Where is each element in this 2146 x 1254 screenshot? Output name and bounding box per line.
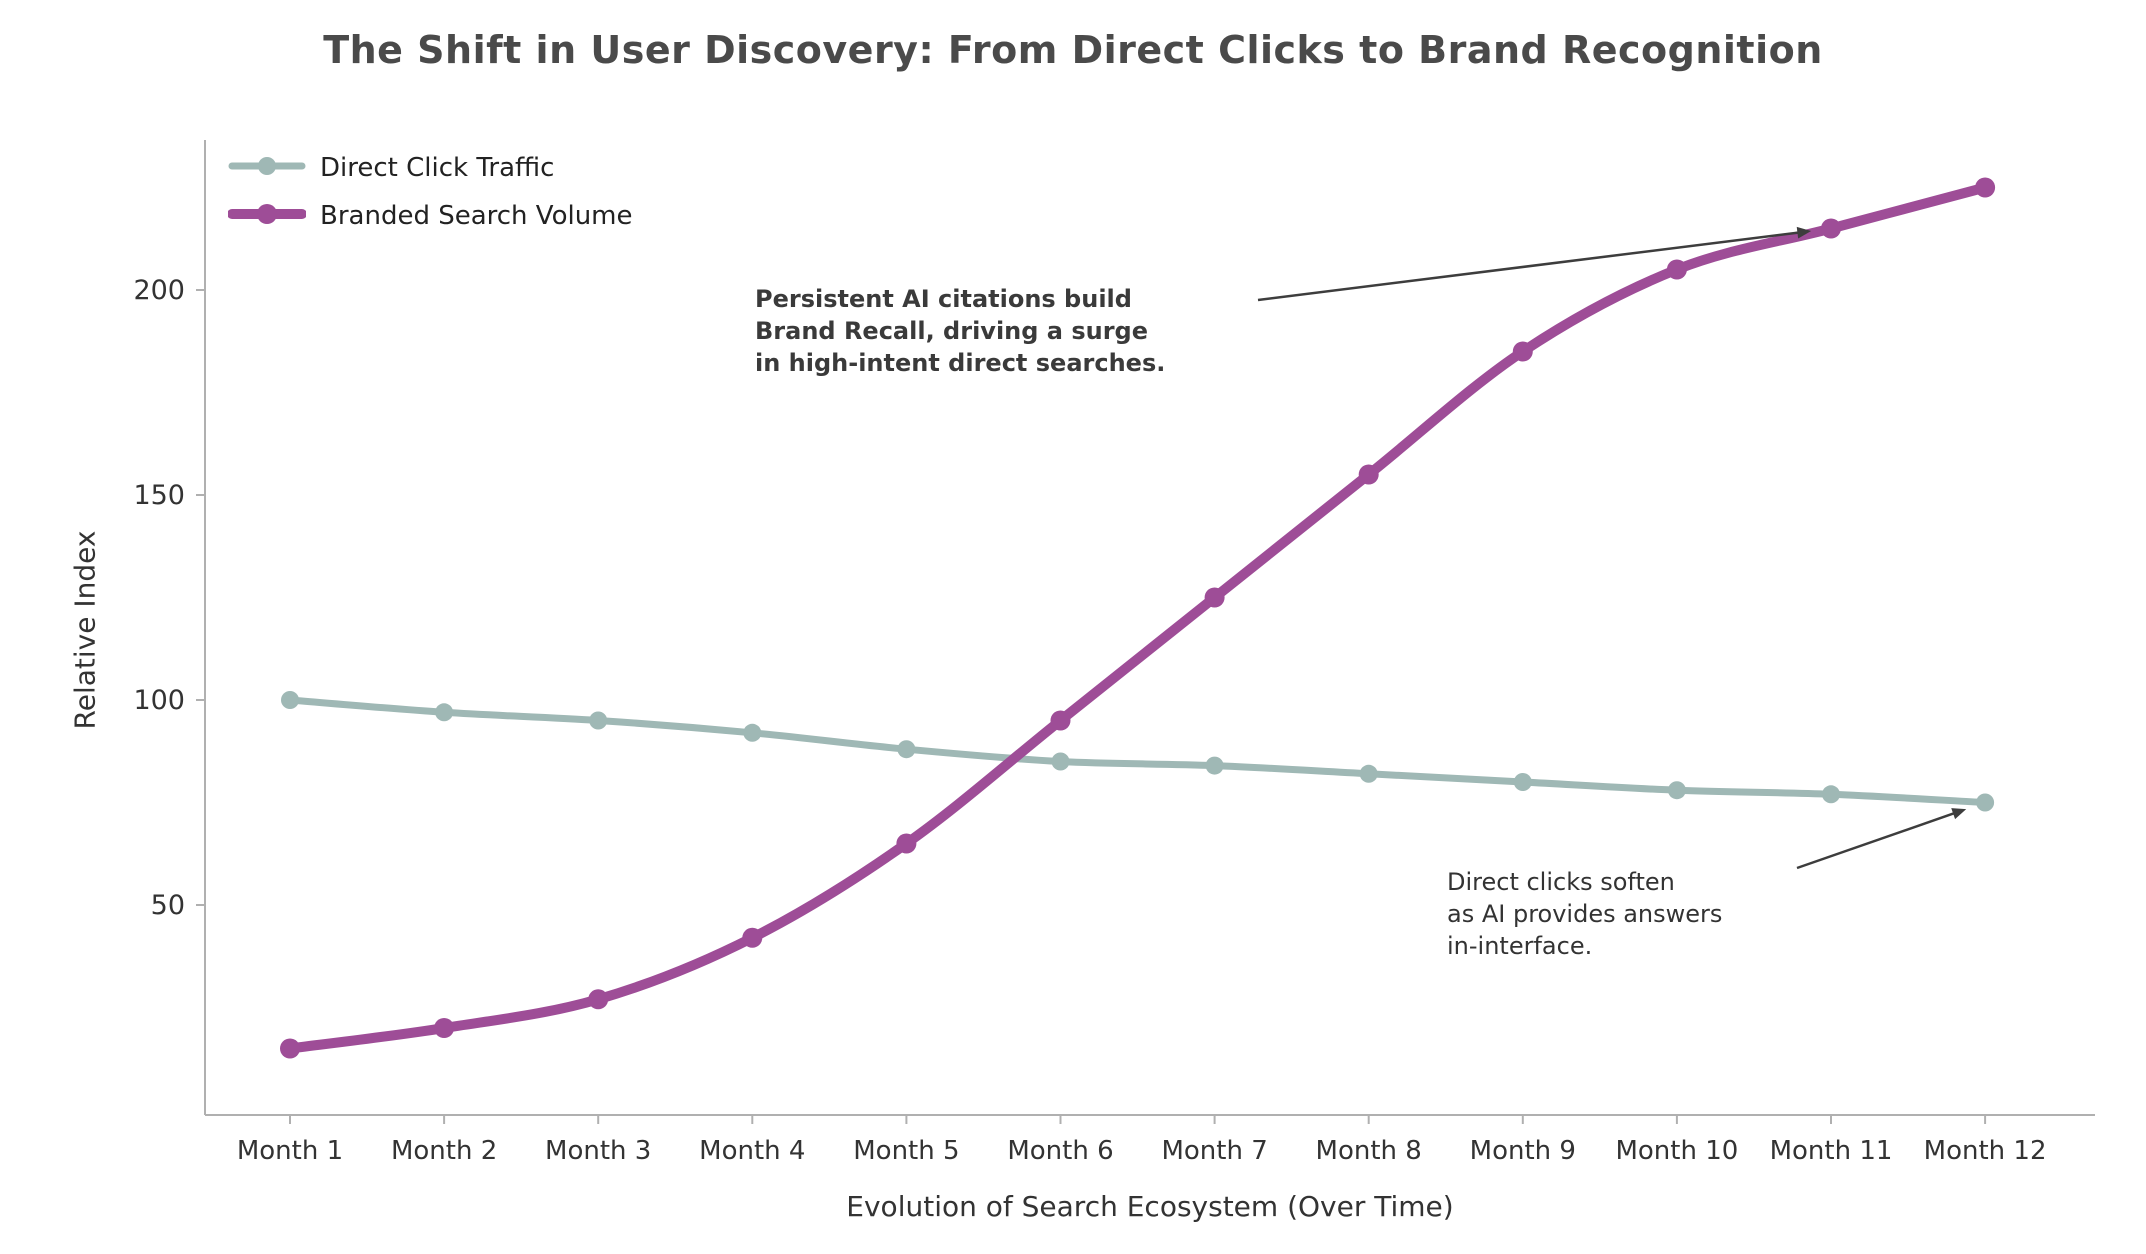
arrowhead-icon: [1796, 226, 1812, 239]
y-tick-label: 200: [133, 275, 185, 306]
legend-swatch-svg: [228, 157, 306, 175]
legend-item-branded-search-volume: Branded Search Volume: [227, 198, 633, 234]
data-point-marker: [1358, 464, 1379, 485]
legend-label: Direct Click Traffic: [320, 153, 555, 183]
x-tick-label: Month 10: [1615, 1136, 1738, 1166]
data-point-marker: [1205, 756, 1224, 775]
x-tick-label: Month 6: [1007, 1136, 1113, 1166]
annotation-line: Brand Recall, driving a surge: [755, 317, 1148, 345]
legend-swatch-svg: [227, 204, 307, 224]
x-tick-label: Month 1: [237, 1136, 343, 1166]
x-axis-label: Evolution of Search Ecosystem (Over Time…: [846, 1190, 1454, 1223]
data-point-marker: [1976, 793, 1995, 812]
x-tick-label: Month 3: [545, 1136, 651, 1166]
data-point-marker: [1050, 710, 1071, 731]
data-point-marker: [1051, 752, 1070, 771]
y-tick-label: 50: [151, 890, 185, 921]
x-tick-label: Month 4: [699, 1136, 805, 1166]
data-point-marker: [1666, 259, 1687, 280]
chart-title: The Shift in User Discovery: From Direct…: [323, 28, 1823, 72]
legend: Direct Click Traffic Branded Search Volu…: [227, 150, 633, 234]
x-tick-label: Month 2: [391, 1136, 497, 1166]
data-point-marker: [434, 1018, 455, 1038]
data-point-marker: [896, 833, 917, 854]
data-point-marker: [588, 989, 609, 1010]
y-tick-label: 150: [133, 480, 185, 511]
x-tick-label: Month 12: [1924, 1136, 2047, 1166]
x-tick-label: Month 7: [1161, 1136, 1267, 1166]
annotation-arrow: [1796, 811, 1958, 870]
x-tick-label: Month 11: [1770, 1136, 1893, 1166]
legend-line-icon: [227, 198, 307, 234]
data-point-marker: [1512, 341, 1533, 362]
data-point-marker: [743, 723, 762, 742]
data-point-marker: [1975, 177, 1996, 198]
annotation-brand-recall: Persistent AI citations build Brand Reca…: [755, 283, 1165, 379]
data-point-marker: [589, 711, 608, 730]
data-point-marker: [280, 1038, 300, 1059]
annotation-direct-clicks: Direct clicks soften as AI provides answ…: [1447, 866, 1722, 962]
series-line: [286, 696, 1989, 806]
series-branded-search-volume: [280, 177, 1996, 1059]
data-point-marker: [1821, 218, 1841, 239]
data-point-marker: [281, 691, 299, 709]
data-point-marker: [1513, 773, 1532, 791]
legend-label: Branded Search Volume: [320, 201, 633, 231]
data-point-marker: [1667, 781, 1686, 800]
annotation-line: in high-intent direct searches.: [755, 349, 1166, 377]
y-axis-label: Relative Index: [68, 530, 102, 730]
data-point-marker: [435, 703, 454, 722]
series-direct-click-traffic: [281, 691, 1995, 812]
annotation-arrow: [1257, 230, 1802, 302]
arrowhead-icon: [1951, 808, 1967, 820]
x-tick-label: Month 9: [1470, 1136, 1576, 1166]
data-point-marker: [1359, 764, 1378, 783]
annotation-line: in-interface.: [1447, 932, 1593, 960]
annotation-line: as AI provides answers: [1447, 900, 1723, 928]
data-point-marker: [1204, 587, 1225, 608]
data-point-marker: [742, 927, 763, 948]
data-point-marker: [897, 740, 916, 759]
data-point-marker: [1822, 785, 1840, 804]
x-tick-label: Month 8: [1316, 1136, 1422, 1166]
legend-item-direct-click-traffic: Direct Click Traffic: [228, 150, 633, 186]
y-tick-label: 100: [133, 685, 185, 716]
legend-line-icon: [228, 150, 306, 186]
annotation-line: Direct clicks soften: [1447, 868, 1675, 896]
x-tick-label: Month 5: [853, 1136, 959, 1166]
annotation-line: Persistent AI citations build: [755, 285, 1132, 313]
